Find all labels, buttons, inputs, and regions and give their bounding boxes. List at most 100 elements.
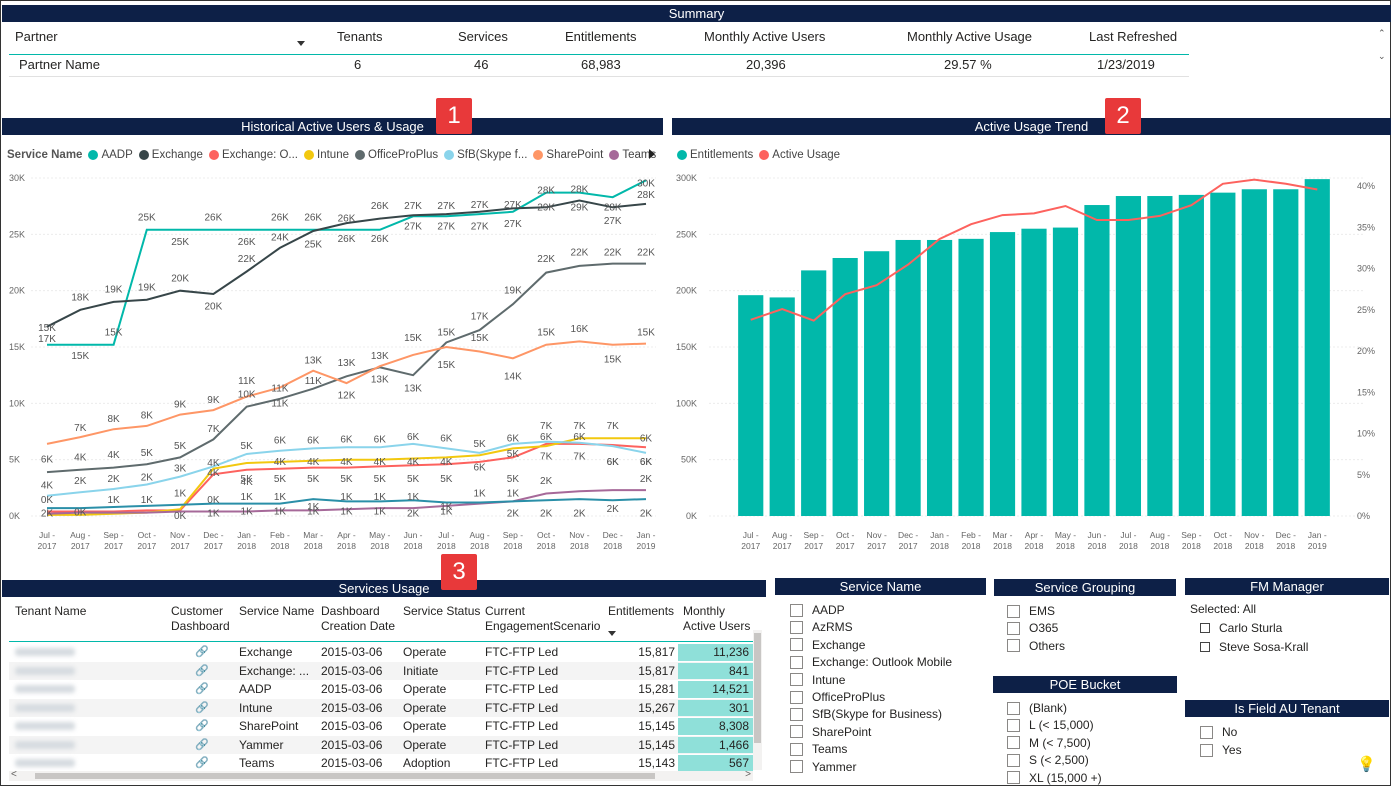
entitlements-bar[interactable]	[958, 238, 984, 516]
slicer-option[interactable]: OfficeProPlus	[790, 690, 885, 704]
scroll-up-icon[interactable]: ⌃	[1378, 28, 1386, 38]
entitlements-bar[interactable]	[1147, 196, 1173, 516]
checkbox[interactable]	[1007, 736, 1020, 750]
checkbox[interactable]	[1007, 753, 1020, 767]
summary-header-active-usage[interactable]: Monthly Active Usage	[907, 29, 1033, 44]
dashboard-link-icon[interactable]: 🔗	[195, 701, 209, 714]
summary-header-last-refreshed[interactable]: Last Refreshed	[1089, 29, 1178, 44]
slicer-option[interactable]: Steve Sosa-Krall	[1200, 640, 1308, 654]
slicer-option[interactable]: Intune	[790, 673, 845, 687]
col-tenant-name[interactable]: Tenant Name	[15, 604, 87, 618]
summary-header-tenants[interactable]: Tenants	[337, 29, 383, 44]
summary-header-partner[interactable]: Partner	[15, 29, 58, 44]
legend-item[interactable]: Active Usage	[772, 149, 841, 161]
slicer-option[interactable]: (Blank)	[1007, 701, 1067, 715]
legend-next-arrow-icon[interactable]	[649, 149, 655, 159]
checkbox[interactable]	[790, 603, 803, 617]
slicer-option[interactable]: Others	[1007, 639, 1065, 653]
table-row[interactable]: 🔗 Yammer 2015-03-06 Operate FTC-FTP Led 15,14…	[9, 735, 753, 754]
slicer-option[interactable]: Yammer	[790, 760, 856, 774]
checkbox[interactable]	[790, 690, 803, 704]
checkbox[interactable]	[1007, 621, 1020, 635]
lightbulb-icon[interactable]: 💡	[1357, 756, 1376, 773]
legend-item[interactable]: SharePoint	[546, 149, 604, 161]
slicer-option[interactable]: AzRMS	[790, 620, 853, 634]
checkbox[interactable]	[1200, 623, 1210, 633]
summary-header-services[interactable]: Services	[458, 29, 508, 44]
slicer-option[interactable]: Teams	[790, 742, 847, 756]
table-row[interactable]: 🔗 Intune 2015-03-06 Operate FTC-FTP Led 15,26…	[9, 698, 753, 717]
col-service-status[interactable]: Service Status	[403, 604, 481, 618]
col-monthly-active-users[interactable]: Monthly Active Users	[683, 604, 751, 633]
slicer-option[interactable]: SfB(Skype for Business)	[790, 707, 942, 721]
series-line[interactable]	[46, 262, 646, 474]
entitlements-bar[interactable]	[1115, 196, 1142, 516]
checkbox[interactable]	[1200, 743, 1213, 757]
entitlements-bar[interactable]	[832, 257, 858, 516]
checkbox[interactable]	[1007, 639, 1020, 653]
series-line[interactable]	[46, 340, 647, 445]
legend-item[interactable]: SfB(Skype f...	[457, 149, 528, 161]
checkbox[interactable]	[790, 760, 803, 774]
entitlements-bar[interactable]	[1178, 194, 1204, 516]
slicer-option[interactable]: XL (15,000 +)	[1007, 771, 1102, 785]
col-entitlements[interactable]: Entitlements	[608, 604, 675, 618]
summary-header-entitlements[interactable]: Entitlements	[565, 29, 637, 44]
entitlements-bar[interactable]	[989, 232, 1016, 516]
checkbox[interactable]	[1200, 725, 1213, 739]
table-row[interactable]: 🔗 Teams 2015-03-06 Adoption FTC-FTP Led 15,14…	[9, 754, 753, 773]
dashboard-link-icon[interactable]: 🔗	[195, 738, 209, 751]
legend-item[interactable]: Exchange: O...	[221, 149, 299, 161]
series-line[interactable]	[46, 440, 647, 497]
legend-item[interactable]: Entitlements	[690, 149, 754, 161]
slicer-option[interactable]: No	[1200, 725, 1237, 739]
table-row[interactable]: 🔗 AADP 2015-03-06 Operate FTC-FTP Led 15,281 1…	[9, 680, 753, 699]
entitlements-bar[interactable]	[864, 251, 890, 516]
series-line[interactable]	[47, 442, 647, 513]
entitlements-bar[interactable]	[1052, 227, 1079, 516]
slicer-option[interactable]: S (< 2,500)	[1007, 753, 1089, 767]
entitlements-bar[interactable]	[1241, 189, 1267, 516]
dashboard-link-icon[interactable]: 🔗	[195, 646, 209, 658]
slicer-option[interactable]: L (< 15,000)	[1007, 718, 1094, 732]
entitlements-bar[interactable]	[926, 239, 953, 516]
series-line[interactable]	[47, 179, 647, 346]
checkbox[interactable]	[790, 655, 803, 669]
table-row[interactable]: 🔗 Exchange 2015-03-06 Operate FTC-FTP Led 15,…	[9, 643, 753, 662]
scroll-left-icon[interactable]: <	[11, 769, 17, 780]
checkbox[interactable]	[790, 742, 803, 756]
entitlements-bar[interactable]	[738, 295, 764, 516]
slicer-option[interactable]: Yes	[1200, 743, 1242, 757]
checkbox[interactable]	[790, 707, 803, 721]
col-engagement-scenario[interactable]: Current EngagementScenario	[485, 604, 601, 633]
col-customer-dashboard[interactable]: Customer Dashboard	[171, 604, 230, 633]
entitlements-bar[interactable]	[1084, 205, 1110, 516]
summary-header-mau[interactable]: Monthly Active Users	[704, 29, 826, 44]
sort-chevron-down-icon[interactable]	[608, 631, 616, 636]
legend-item[interactable]: Exchange	[151, 149, 203, 161]
scroll-down-icon[interactable]: ⌄	[1378, 51, 1386, 61]
checkbox[interactable]	[790, 725, 803, 739]
entitlements-bar[interactable]	[1021, 228, 1047, 516]
slicer-option[interactable]: EMS	[1007, 604, 1055, 618]
horizontal-scrollbar-thumb[interactable]	[35, 773, 655, 779]
legend-item[interactable]: Intune	[317, 149, 349, 161]
slicer-option[interactable]: SharePoint	[790, 725, 871, 739]
slicer-option[interactable]: Exchange	[790, 638, 865, 652]
legend-item[interactable]: OfficeProPlus	[368, 149, 439, 161]
table-row[interactable]: 🔗 SharePoint 2015-03-06 Operate FTC-FTP Led 1…	[9, 717, 753, 736]
sort-chevron-down-icon[interactable]	[297, 41, 305, 46]
table-row[interactable]: 🔗 Exchange: ... 2015-03-06 Initiate FTC-FTP …	[9, 661, 753, 680]
entitlements-bar[interactable]	[1273, 189, 1299, 516]
slicer-option[interactable]: M (< 7,500)	[1007, 736, 1091, 750]
checkbox[interactable]	[1007, 771, 1020, 785]
series-line[interactable]	[46, 489, 646, 515]
entitlements-bar[interactable]	[1210, 192, 1236, 516]
dashboard-link-icon[interactable]: 🔗	[195, 683, 209, 695]
checkbox[interactable]	[1007, 604, 1020, 618]
slicer-option[interactable]: Carlo Sturla	[1200, 621, 1282, 635]
slicer-option[interactable]: O365	[1007, 621, 1058, 635]
legend-item[interactable]: AADP	[101, 149, 133, 161]
slicer-option[interactable]: AADP	[790, 603, 845, 617]
horizontal-scrollbar[interactable]: < >	[9, 769, 753, 781]
